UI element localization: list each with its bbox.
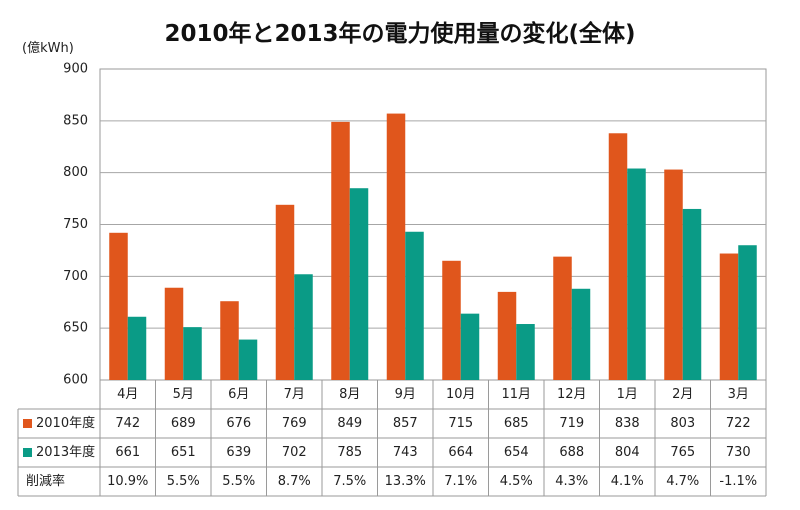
y-tick-label: 600 [63,373,88,388]
x-tick-label: 2月 [672,387,693,402]
data-label: 803 [670,416,695,431]
bar-2013 [516,324,535,380]
bar-2010 [442,260,461,380]
y-tick-label: 800 [63,165,88,180]
bar-2010 [220,301,239,380]
reduction-rate: 4.3% [555,474,588,489]
legend-swatch-2013 [23,448,32,457]
data-label: 651 [171,445,196,460]
bar-2013 [460,313,480,380]
bar-2013 [294,274,313,380]
reduction-rate: 8.7% [278,474,311,489]
reduction-rate: 5.5% [222,474,255,489]
bar-2013 [349,188,369,380]
data-label: 719 [559,416,584,431]
bar-2010 [109,232,128,380]
data-label: 685 [504,416,529,431]
reduction-row-label: 削減率 [26,473,65,489]
y-tick-label: 700 [63,269,88,284]
data-label: 654 [504,445,529,460]
bar-2013 [627,168,646,380]
data-label: 702 [282,445,307,460]
data-label: 689 [171,416,196,431]
data-label: 838 [615,416,640,431]
x-tick-label: 9月 [395,387,416,402]
y-tick-label: 900 [63,62,88,77]
reduction-rate: 4.7% [666,474,699,489]
reduction-rate: -1.1% [719,474,757,489]
data-label: 857 [393,416,418,431]
bar-2010 [275,204,295,380]
x-tick-label: 4月 [117,387,138,402]
x-tick-label: 6月 [228,387,249,402]
legend-label: 2010年度 [36,415,95,431]
bar-2010 [608,133,628,380]
x-tick-label: 5月 [173,387,194,402]
data-label: 722 [726,416,751,431]
data-label: 804 [615,445,640,460]
data-label: 849 [337,416,362,431]
data-label: 661 [115,445,140,460]
data-label: 785 [337,445,362,460]
data-label: 664 [448,445,473,460]
bar-2013 [183,327,202,380]
bar-2013 [127,316,147,380]
chart-title: 2010年と2013年の電力使用量の変化(全体) [164,21,636,47]
bar-2013 [571,288,591,380]
reduction-rate: 10.9% [107,474,148,489]
bar-2010 [664,169,683,380]
bar-2010 [553,256,572,380]
legend-swatch-2010 [23,419,32,428]
data-label: 730 [726,445,751,460]
x-tick-label: 10月 [446,387,476,402]
bar-2013 [238,339,258,380]
x-tick-label: 1月 [617,387,638,402]
x-tick-label: 7月 [284,387,305,402]
bar-2013 [738,245,757,380]
y-tick-label: 650 [63,321,88,336]
reduction-rate: 4.5% [500,474,533,489]
bar-2010 [497,291,517,380]
x-tick-label: 12月 [557,387,587,402]
bar-2010 [386,113,406,381]
bar-2013 [682,208,702,380]
x-tick-label: 3月 [728,387,749,402]
reduction-rate: 13.3% [385,474,426,489]
bar-2010 [719,253,739,380]
bar-2013 [405,231,424,380]
data-label: 715 [448,416,473,431]
data-label: 769 [282,416,307,431]
data-label: 676 [226,416,251,431]
y-axis-unit-label: (億kWh) [22,41,74,56]
reduction-rate: 7.5% [333,474,366,489]
reduction-rate: 4.1% [611,474,644,489]
data-label: 742 [115,416,140,431]
data-label: 765 [670,445,695,460]
y-tick-label: 750 [63,217,88,232]
y-tick-label: 850 [63,113,88,128]
data-label: 743 [393,445,418,460]
data-label: 688 [559,445,584,460]
x-tick-label: 11月 [501,387,531,402]
bar-2010 [331,121,350,381]
x-tick-label: 8月 [339,387,360,402]
data-label: 639 [226,445,251,460]
reduction-rate: 7.1% [444,474,477,489]
reduction-rate: 5.5% [167,474,200,489]
bar-2010 [164,287,184,380]
legend-label: 2013年度 [36,444,95,460]
